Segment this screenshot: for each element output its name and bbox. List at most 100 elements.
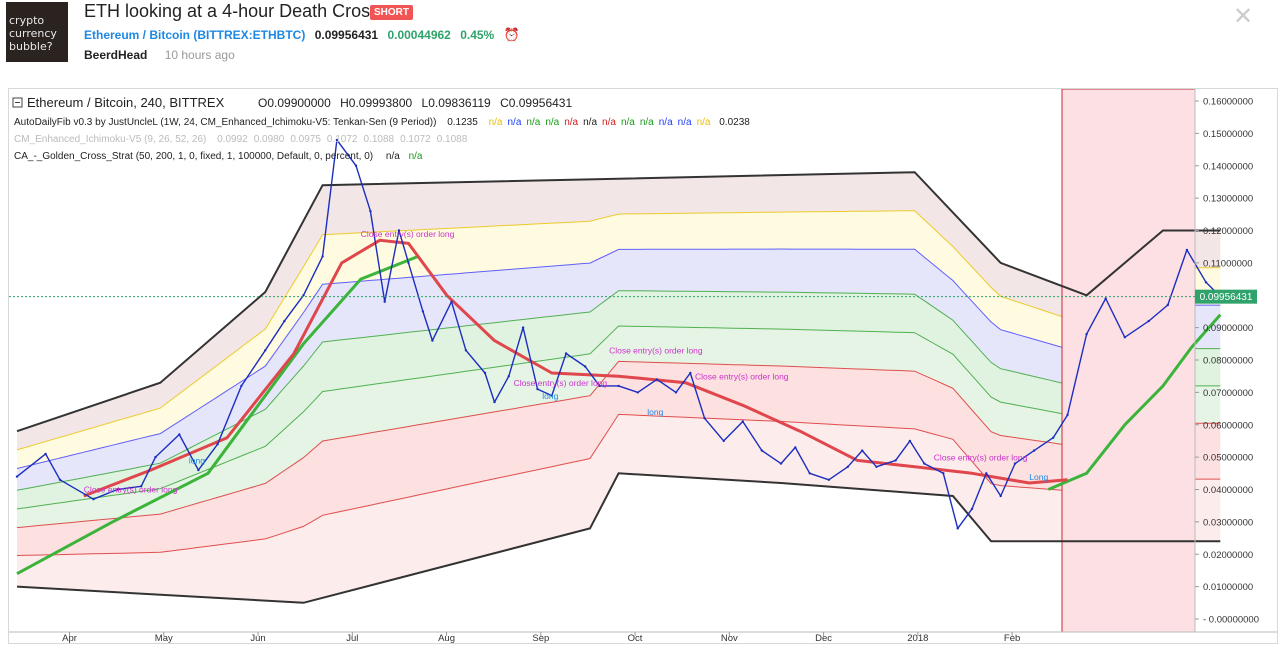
legend-na-value: n/a [583, 117, 597, 128]
price-point [15, 475, 19, 478]
trade-annotation: Close entry(s) order long [84, 485, 178, 495]
price-point [703, 417, 706, 420]
y-tick-label: 0.08000000 [1203, 356, 1253, 367]
price-point [722, 439, 725, 443]
avatar: crypto currency bubble? [6, 2, 68, 62]
price-point [154, 455, 157, 459]
legend-na-value: n/a [659, 117, 673, 128]
y-tick-label: 0.03000000 [1203, 517, 1253, 528]
x-tick-label: Dec [815, 633, 832, 643]
fib-band-2 [17, 326, 1221, 528]
trade-annotation: long [647, 407, 663, 417]
price-point [140, 485, 143, 488]
x-tick-label: Jun [250, 633, 265, 643]
price-point [779, 462, 783, 465]
x-tick-label: Nov [721, 633, 738, 643]
price-point [335, 138, 339, 142]
price-point [92, 498, 95, 501]
fib-level-line [16, 290, 1221, 491]
price-point [846, 465, 849, 468]
legend-na-value: n/a [602, 117, 616, 128]
y-tick-label: 0.04000000 [1203, 485, 1253, 496]
price-point [689, 371, 692, 375]
ma-fast-line [83, 238, 1068, 498]
ma-slow-line-2 [1047, 313, 1222, 491]
y-tick-label: 0.05000000 [1203, 453, 1253, 464]
y-tick-label: 0.01000000 [1203, 582, 1253, 593]
price-point [550, 394, 553, 397]
y-tick-label: - 0.00000000 [1203, 615, 1259, 626]
chart-svg[interactable]: Close entry(s) order long Close entry(s) … [9, 88, 1277, 644]
y-tick-label: 0.11000000 [1203, 258, 1253, 269]
y-tick-label: 0.02000000 [1203, 550, 1253, 561]
collapse-legend-icon[interactable] [12, 97, 23, 108]
legend-ind2-value: 0.1088 [437, 134, 468, 145]
legend-indicator-3[interactable]: CA_-_Golden_Cross_Strat (50, 200, 1, 0, … [14, 151, 423, 162]
x-tick-label: Apr [62, 633, 77, 643]
x-tick-label: 2018 [907, 633, 928, 643]
trade-annotation: long [542, 391, 558, 401]
fib-level-line [16, 248, 1221, 469]
price-point [999, 494, 1002, 498]
legend-na-value: n/a [640, 117, 654, 128]
price-point [116, 488, 119, 491]
price-point [674, 391, 678, 394]
price-point [536, 387, 539, 391]
price-point [808, 472, 811, 475]
price-point [507, 375, 510, 378]
price-point [908, 439, 912, 443]
price-point [956, 527, 959, 530]
symbol-row: Ethereum / Bitcoin (BITTREX:ETHBTC) 0.09… [84, 27, 520, 43]
fib-band-0 [17, 414, 1221, 603]
trade-annotation: Close entry(s) order long [934, 452, 1028, 462]
symbol-price: 0.09956431 [314, 28, 379, 42]
price-point [397, 229, 401, 232]
legend-indicator-2[interactable]: CM_Enhanced_Ichimoku-V5 (9, 26, 52, 26) … [14, 134, 468, 145]
alarm-clock-icon[interactable]: ⏰ [503, 27, 520, 42]
trade-annotation: Close entry(s) order long [609, 346, 703, 356]
status-badge: SHORT [370, 5, 413, 20]
close-icon[interactable]: ✕ [1233, 3, 1254, 30]
chart-frame: Close entry(s) order long Close entry(s) … [8, 88, 1278, 644]
symbol-change: 0.00044962 [387, 28, 451, 42]
price-point [264, 349, 267, 352]
x-tick-label: Aug [438, 633, 455, 643]
price-point [1166, 303, 1170, 307]
price-point [970, 507, 974, 511]
price-point [450, 300, 453, 303]
price-point [197, 468, 200, 472]
price-point [1104, 297, 1107, 300]
price-point [617, 384, 620, 388]
y-tick-label: 0.16000000 [1203, 97, 1253, 108]
price-point [493, 400, 496, 404]
price-point [1185, 248, 1189, 252]
x-tick-label: Sep [532, 633, 549, 643]
price-point [431, 339, 434, 342]
price-point [636, 391, 639, 394]
channel-lower-line [16, 472, 1221, 604]
fib-band-1 [17, 361, 1221, 556]
price-point [283, 319, 286, 323]
x-tick-label: Oct [628, 633, 643, 643]
author-name[interactable]: BeerdHead [84, 48, 148, 62]
author-row: BeerdHead 10 hours ago [84, 48, 235, 62]
price-line [16, 139, 1221, 530]
chart-legend: Ethereum / Bitcoin, 240, BITTREX O0.0990… [12, 95, 750, 162]
legend-na-value: n/a [678, 117, 692, 128]
legend-indicator-1[interactable]: AutoDailyFib v0.3 by JustUncleL (1W, 24,… [14, 117, 750, 128]
price-point [1085, 332, 1088, 336]
symbol-link[interactable]: Ethereum / Bitcoin (BITTREX:ETHBTC) [84, 28, 306, 42]
trade-annotation: Close entry(s) order long [514, 378, 608, 388]
price-point [178, 433, 181, 436]
price-point [1032, 449, 1036, 452]
trade-annotation: Close entry(s) order long [695, 371, 789, 381]
legend-ind2-value: 0.1072 [400, 134, 431, 145]
price-point [483, 371, 487, 375]
price-point [369, 209, 372, 213]
legend-ohlc: O0.09900000 H0.09993800 L0.09836119 C0.0… [258, 96, 572, 110]
y-tick-label: 0.15000000 [1203, 129, 1253, 140]
price-point [407, 261, 410, 265]
legend-na-value: n/a [621, 117, 635, 128]
x-tick-label: Jul [346, 633, 358, 643]
page-title: ETH looking at a 4-hour Death Cross [84, 1, 380, 21]
